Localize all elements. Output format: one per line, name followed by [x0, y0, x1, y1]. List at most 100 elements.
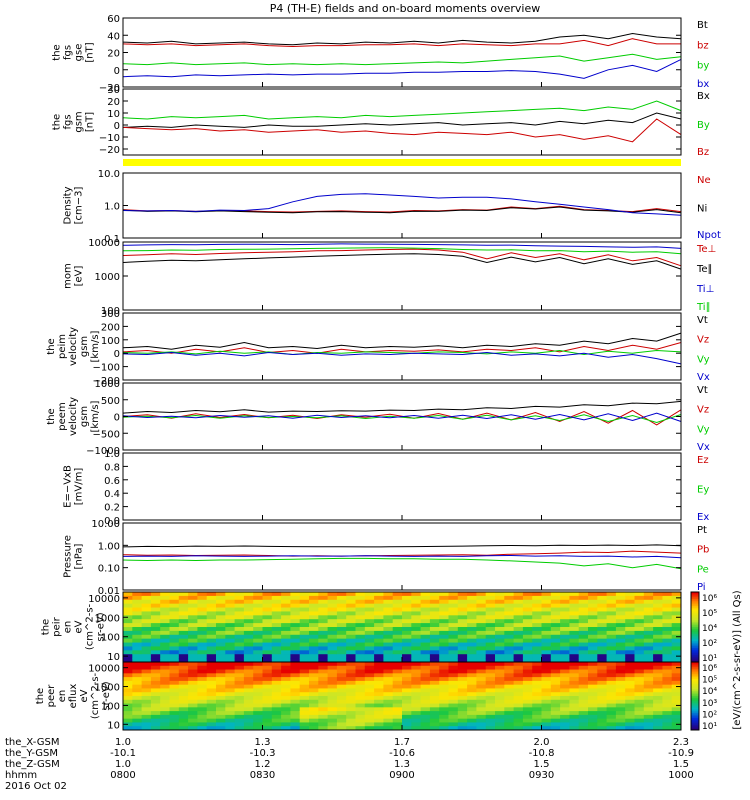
heatmap-cell [253, 718, 263, 723]
heatmap-cell [206, 611, 217, 616]
heatmap-cell [569, 619, 580, 624]
heatmap-cell [439, 630, 449, 636]
heatmap-cell [346, 592, 356, 597]
colorbar-cell [691, 592, 699, 595]
heatmap-cell [197, 646, 208, 651]
colorbar-cell [691, 618, 699, 621]
heatmap-cell [197, 630, 208, 636]
heatmap-cell [290, 654, 301, 659]
heatmap-cell [578, 677, 589, 682]
heatmap-cell [374, 658, 384, 663]
heatmap-cell [225, 646, 235, 651]
heatmap-cell [448, 669, 459, 674]
heatmap-cell [281, 623, 291, 628]
heatmap-cell [532, 673, 542, 678]
heatmap-cell [318, 611, 328, 616]
heatmap-cell [411, 669, 421, 674]
series-line-Ti∥ [122, 247, 682, 255]
heatmap-cell [625, 654, 635, 659]
heatmap-cell [383, 607, 394, 612]
y-axis-label: [km/s] [90, 330, 101, 362]
heatmap-cell [392, 615, 403, 620]
heatmap-cell [197, 595, 208, 601]
colorbar-cell [691, 701, 699, 704]
heatmap-cell [625, 646, 635, 651]
heatmap-cell [569, 623, 580, 628]
colorbar-cell [691, 719, 699, 722]
heatmap-cell [578, 726, 589, 731]
heatmap-cell [225, 630, 235, 636]
heatmap-cell [383, 688, 394, 693]
heatmap-cell [197, 599, 208, 605]
heatmap-cell [383, 603, 394, 608]
heatmap-cell [160, 592, 170, 597]
heatmap-cell [522, 718, 533, 723]
heatmap-cell [541, 650, 552, 655]
heatmap-cell [439, 615, 449, 620]
heatmap-cell [550, 711, 561, 716]
heatmap-cell [243, 711, 254, 716]
heatmap-cell [336, 650, 347, 655]
heatmap-cell [132, 673, 142, 678]
heatmap-cell [597, 692, 607, 697]
heatmap-cell [132, 722, 142, 727]
heatmap-cell [150, 654, 161, 659]
heatmap-cell [504, 654, 514, 659]
heatmap-cell [364, 658, 375, 663]
colorbar-tick-label: 10¹ [702, 654, 717, 664]
heatmap-cell [355, 592, 366, 597]
heatmap-cell [188, 599, 198, 605]
x-axis-date: 2016 Oct 02 [5, 781, 67, 792]
heatmap-cell [411, 599, 421, 605]
heatmap-cell [643, 718, 654, 723]
heatmap-cell [169, 707, 180, 712]
heatmap-cell [169, 684, 180, 689]
heatmap-cell [243, 623, 254, 628]
heatmap-cell [420, 692, 431, 697]
colorbar-tick-label: 10⁴ [702, 624, 717, 634]
heatmap-cell [615, 638, 626, 643]
heatmap-cell [485, 669, 496, 674]
heatmap-cell [123, 714, 133, 720]
heatmap-cell [253, 642, 263, 647]
heatmap-cell [262, 654, 273, 659]
heatmap-cell [578, 688, 589, 693]
heatmap-cell [346, 646, 356, 651]
y-tick-label: 0.4 [104, 489, 120, 500]
heatmap-cell [290, 722, 301, 727]
heatmap-cell [336, 611, 347, 616]
heatmap-cell [188, 707, 198, 712]
heatmap-cell [253, 714, 263, 720]
heatmap-cell [309, 711, 319, 716]
heatmap-cell [309, 650, 319, 655]
heatmap-cell [327, 669, 338, 674]
heatmap-cell [653, 634, 663, 640]
colorbar-cell [691, 639, 699, 642]
heatmap-cell [206, 619, 217, 624]
heatmap-cell [588, 599, 598, 605]
heatmap-cell [318, 722, 328, 727]
heatmap-cell [336, 688, 347, 693]
heatmap-cell [225, 603, 235, 608]
heatmap-cell [150, 662, 161, 667]
heatmap-cell [216, 630, 226, 636]
heatmap-cell [346, 714, 356, 720]
heatmap-cell [234, 714, 245, 720]
heatmap-cell [383, 696, 394, 701]
x-axis-row-label: the_Y-GSM [5, 748, 58, 759]
heatmap-cell [150, 718, 161, 723]
heatmap-cell [653, 662, 663, 667]
heatmap-cell [402, 665, 412, 670]
heatmap-cell [597, 592, 607, 597]
heatmap-cell [309, 726, 319, 731]
heatmap-cell [132, 703, 142, 708]
heatmap-cell [578, 699, 589, 704]
heatmap-cell [271, 658, 282, 663]
heatmap-cell [299, 638, 310, 643]
colorbar-cell [691, 614, 699, 617]
heatmap-cell [169, 642, 180, 647]
heatmap-cell [197, 634, 208, 640]
colorbar-cell [691, 672, 699, 675]
heatmap-cell [578, 646, 589, 651]
heatmap-cell [541, 673, 552, 678]
